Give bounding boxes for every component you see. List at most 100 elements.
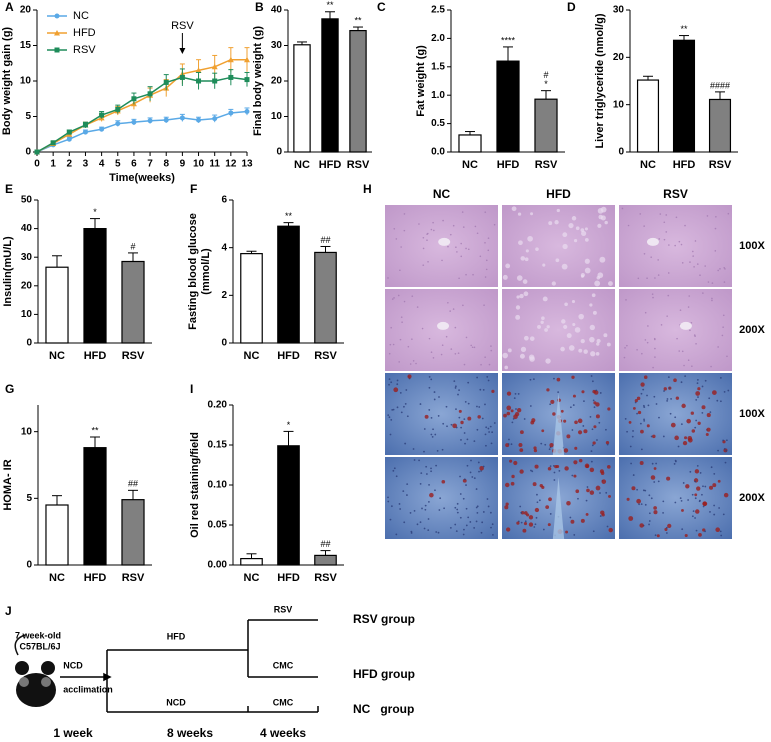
stain-dot xyxy=(725,449,728,452)
stain-dot xyxy=(456,508,459,511)
stain-dot xyxy=(643,419,646,422)
tissue-spot xyxy=(504,365,509,370)
y-tick-label: 0.0 xyxy=(431,147,445,158)
stain-dot xyxy=(388,383,390,386)
tissue-spot xyxy=(687,359,690,362)
tissue-spot xyxy=(560,346,565,352)
tissue-spot xyxy=(710,365,712,368)
stain-dot xyxy=(709,485,714,490)
tissue-spot xyxy=(717,346,719,348)
stain-dot xyxy=(463,478,466,481)
column-label: NC xyxy=(433,187,451,201)
stain-dot xyxy=(585,512,589,516)
stain-dot xyxy=(674,435,679,441)
stain-dot xyxy=(640,503,643,506)
stain-dot xyxy=(407,374,412,379)
stain-dot xyxy=(508,438,510,441)
stain-dot xyxy=(456,511,459,514)
stain-dot xyxy=(396,379,399,382)
y-tick-label: 20 xyxy=(21,280,33,291)
stain-dot xyxy=(669,412,672,415)
stain-dot xyxy=(630,462,632,465)
stain-dot xyxy=(455,530,458,533)
significance-label: # xyxy=(130,241,135,251)
stain-dot xyxy=(624,417,627,420)
point xyxy=(244,77,250,83)
stain-dot xyxy=(556,377,561,382)
stain-dot xyxy=(531,418,536,423)
stain-dot xyxy=(437,415,440,417)
stain-dot xyxy=(719,530,722,533)
tissue-spot xyxy=(450,348,453,350)
stain-dot xyxy=(643,418,645,421)
stain-dot xyxy=(456,502,459,505)
stain-dot xyxy=(493,422,496,424)
tissue-spot xyxy=(580,274,585,278)
bar xyxy=(83,228,107,344)
stain-dot xyxy=(434,433,437,436)
stain-dot xyxy=(454,506,457,509)
stain-dot xyxy=(425,473,428,475)
tissue-spot xyxy=(580,339,585,344)
stain-dot xyxy=(715,527,721,533)
stain-dot xyxy=(427,529,430,531)
stain-dot xyxy=(489,425,492,428)
tissue-spot xyxy=(711,282,714,284)
stain-dot xyxy=(713,504,716,507)
stain-dot xyxy=(457,393,459,396)
row-label: 200X xyxy=(739,492,765,504)
stain-dot xyxy=(477,461,480,464)
tissue-spot xyxy=(665,214,668,216)
tissue-spot xyxy=(430,351,433,353)
stain-dot xyxy=(606,465,611,469)
point xyxy=(147,118,153,124)
stain-dot xyxy=(657,480,660,483)
stain-dot xyxy=(694,426,697,429)
tissue-spot xyxy=(422,264,425,266)
stain-dot xyxy=(696,378,699,381)
stain-dot xyxy=(416,523,419,526)
tissue-spot xyxy=(678,240,681,243)
tissue-spot xyxy=(704,265,706,267)
stain-dot xyxy=(409,512,412,514)
tissue-spot xyxy=(517,212,522,216)
tissue-spot xyxy=(442,219,444,222)
stain-dot xyxy=(517,393,520,395)
tissue-spot xyxy=(678,350,681,352)
stain-dot xyxy=(511,474,515,479)
stain-dot xyxy=(439,497,442,500)
y-tick-label: 50 xyxy=(21,195,33,206)
stain-dot xyxy=(628,420,632,424)
tissue-spot xyxy=(589,336,595,343)
micrograph xyxy=(619,457,732,539)
tissue-spot xyxy=(689,329,691,332)
stain-dot xyxy=(680,381,683,384)
stain-dot xyxy=(652,434,656,439)
tissue-spot xyxy=(449,310,451,312)
stain-dot xyxy=(699,472,702,474)
stain-dot xyxy=(476,376,479,379)
stain-dot xyxy=(430,470,433,473)
stain-dot xyxy=(665,532,668,534)
stain-dot xyxy=(689,470,692,473)
point xyxy=(227,56,234,63)
tissue-spot xyxy=(458,277,460,280)
row-label: 100X xyxy=(739,408,765,420)
y-axis-label: Oil red staining/field xyxy=(189,432,201,538)
stain-dot xyxy=(577,418,583,424)
diagram-label: 7 week-old xyxy=(15,630,61,640)
tissue-spot xyxy=(689,261,691,263)
stain-dot xyxy=(476,505,479,508)
stain-dot xyxy=(691,493,694,496)
tissue-spot xyxy=(555,258,560,263)
stain-dot xyxy=(591,380,594,383)
stain-dot xyxy=(463,528,465,531)
stain-dot xyxy=(458,416,461,419)
diagram-label: HFD xyxy=(167,631,186,641)
point xyxy=(212,78,218,84)
stain-dot xyxy=(399,391,402,394)
stain-dot xyxy=(455,408,457,411)
panel-label: B xyxy=(255,0,264,14)
stain-dot xyxy=(491,389,495,394)
x-tick-label: NC xyxy=(49,572,65,584)
